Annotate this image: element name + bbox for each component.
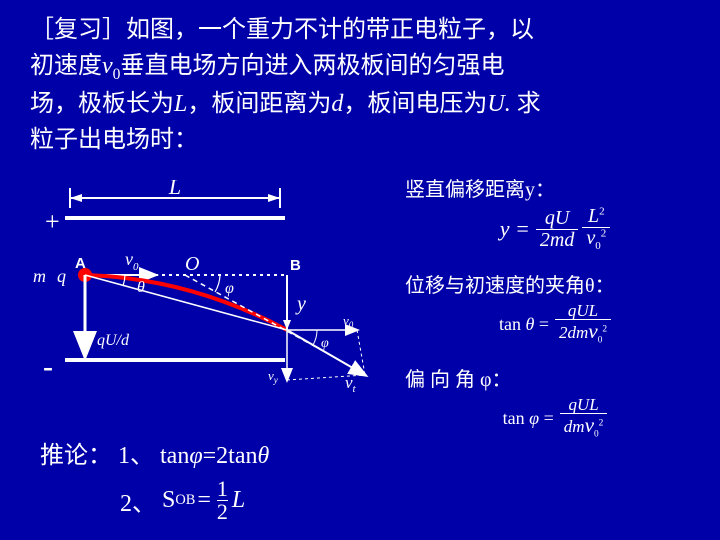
y-lhs: y = [500, 216, 530, 242]
label-theta: 位移与初速度的夹角θ： [405, 269, 705, 298]
O-label: O [185, 253, 199, 275]
l2v: v [102, 53, 113, 79]
l3a: 场，极板长为 [30, 91, 174, 117]
svg-text:v0: v0 [343, 313, 354, 330]
phi-label: φ [225, 280, 234, 297]
v0-label: v0 [125, 249, 139, 273]
l3d2: 求 [511, 91, 541, 117]
label-y: 竖直偏移距离y： [405, 173, 705, 202]
l2a: 初速度 [30, 53, 102, 79]
B-label: B [290, 257, 301, 274]
force-label: qU/d [97, 332, 130, 349]
cor-label: 推论： [40, 443, 112, 469]
theta-label: θ [137, 279, 145, 296]
L-label: L [168, 180, 181, 199]
l3d: d [331, 91, 343, 117]
svg-text:vt: vt [345, 373, 357, 395]
l3L: L [174, 91, 187, 117]
half-frac: 1 2 [217, 478, 228, 523]
label-phi: 偏 向 角 φ： [405, 363, 705, 392]
formula-y: y = qU 2md L2 v02 [405, 206, 705, 253]
problem-statement: ［复习］如图，一个重力不计的带正电粒子，以 初速度v0垂直电场方向进入两极板间的… [30, 12, 550, 158]
corollary-1: 推论： 1、 tanφ=2tanθ [40, 435, 269, 470]
phi2-label: φ [321, 336, 329, 351]
l2b: 垂直电场方向进入两极板间的匀强电 [120, 53, 504, 79]
prob-line2: 初速度v0垂直电场方向进入两极板间的匀强电 [30, 48, 550, 86]
prob-line4: 粒子出电场时： [30, 122, 550, 158]
plus-sign: + [45, 207, 60, 236]
corollary-2: 2、 SOB = 1 2 L [120, 478, 245, 523]
prob-line1: ［复习］如图，一个重力不计的带正电粒子，以 [30, 12, 550, 48]
y-frac1: qU 2md [536, 208, 578, 251]
prob-line3: 场，极板长为L，板间距离为d，板间电压为U. 求 [30, 86, 550, 122]
minus-sign: - [43, 350, 53, 383]
y-frac2: L2 v02 [582, 206, 610, 253]
formula-tanphi: tan φ = qUL dmv02 [405, 396, 705, 441]
l3c: ，板间电压为 [343, 91, 487, 117]
cor-two: 2、 [120, 483, 156, 518]
formula-tantheta: tan θ = qUL 2dmv02 [405, 302, 705, 347]
cor-one: 1、 [118, 443, 154, 469]
formulas-column: 竖直偏移距离y： y = qU 2md L2 v02 位移与初速度的夹角θ： t… [405, 165, 705, 457]
svg-text:vy: vy [268, 368, 278, 385]
y-label: y [295, 293, 306, 315]
physics-diagram: L + - A B O m q v0 θ φ y qU/d v0 vy vt φ [25, 180, 395, 420]
q-label: q [57, 266, 66, 286]
m-label: m [33, 266, 46, 286]
l3b: ，板间距离为 [187, 91, 331, 117]
l3U: U. [487, 91, 510, 117]
